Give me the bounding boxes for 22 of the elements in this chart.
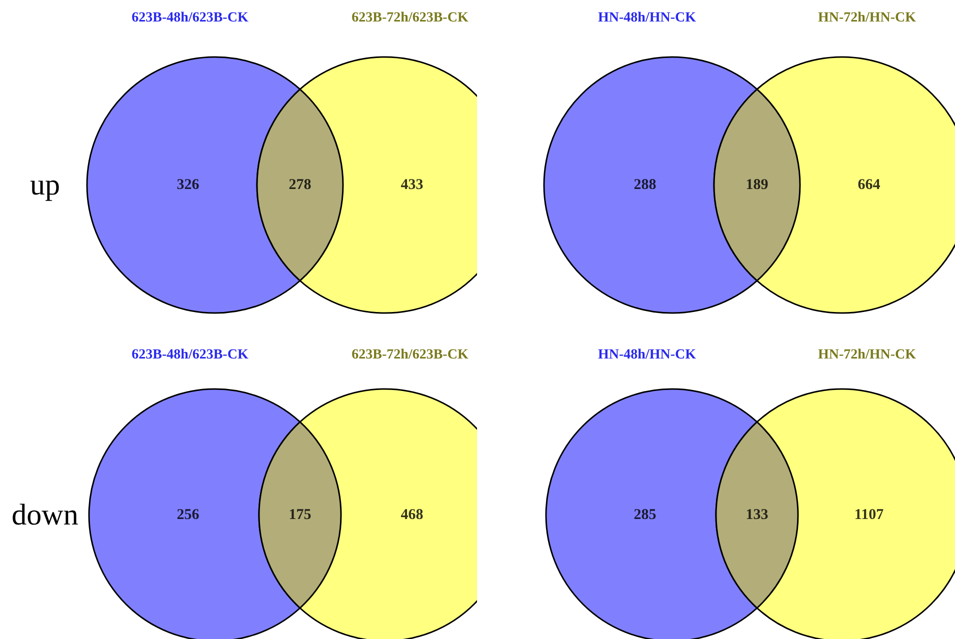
data-label: 256 (176, 507, 200, 523)
data-label: 133 (746, 507, 768, 523)
data-label: 326 (176, 177, 200, 193)
text: down (12, 498, 78, 532)
text: HN-48h/HN-CK (598, 348, 696, 362)
data-label: 278 (288, 177, 312, 193)
data-label: 285 (634, 507, 656, 523)
data-label: 175 (288, 507, 312, 523)
data-label: 1107 (854, 507, 884, 523)
data-label: 664 (858, 177, 881, 193)
text: 623B-48h/623B-CK (132, 348, 248, 362)
data-label: 433 (400, 177, 424, 193)
data-label: 189 (746, 177, 768, 193)
text: up (30, 168, 60, 202)
text: 623B-72h/623B-CK (352, 348, 468, 362)
data-label: 288 (634, 177, 656, 193)
text: HN-72h/HN-CK (818, 348, 916, 362)
text: 623B-72h/623B-CK (352, 10, 468, 26)
text: HN-48h/HN-CK (598, 10, 696, 26)
data-label: 468 (400, 507, 424, 523)
text: HN-72h/HN-CK (818, 10, 916, 26)
text: 623B-48h/623B-CK (132, 10, 248, 26)
